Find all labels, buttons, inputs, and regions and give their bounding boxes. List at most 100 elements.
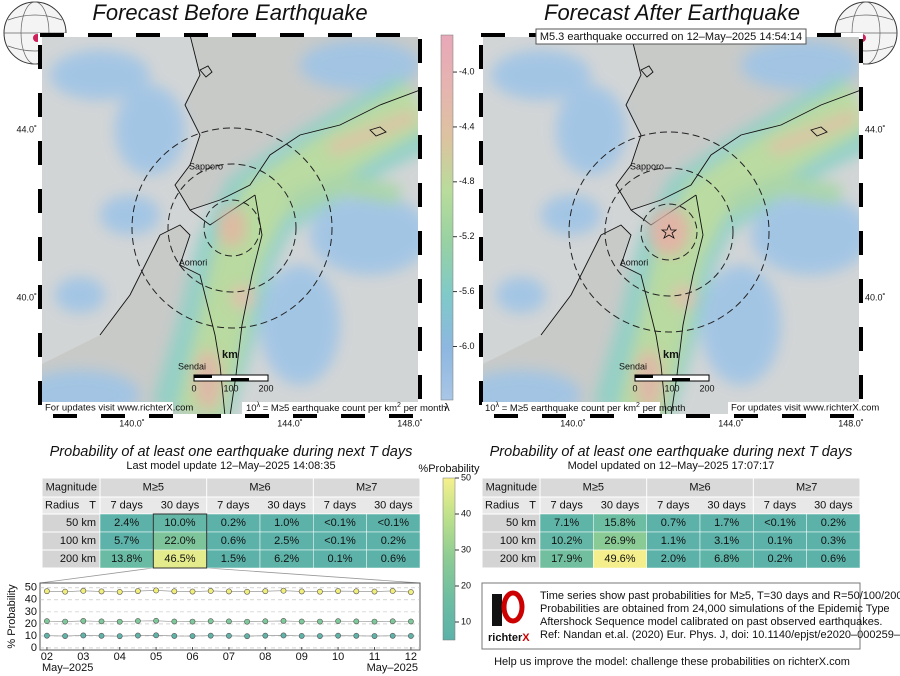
table-title: Probability of at least one earthquake d… (50, 444, 413, 460)
table-update: Model updated on 12–May–2025 17:07:17 (568, 460, 775, 472)
map-colorbar (440, 34, 454, 401)
data-point (98, 618, 105, 625)
header-cell: 7 days (550, 499, 583, 511)
data-point (335, 618, 342, 625)
data-point (353, 632, 360, 639)
footer-link: For updates visit www.richterX.com (731, 403, 879, 414)
header-cell: M≥5 (583, 481, 604, 493)
colorbar-label: 20 (461, 580, 471, 590)
header-cell: 7 days (764, 499, 797, 511)
data-point (207, 588, 214, 594)
data-point (389, 588, 396, 594)
lon-label: 148.0˚ (397, 418, 423, 428)
row-label: 50 km (66, 517, 96, 529)
colorbar-title: %Probability (418, 463, 480, 475)
data-point (280, 587, 287, 594)
scale-tick: 0 (191, 383, 196, 393)
table-cell (366, 549, 421, 569)
x-tick-label: 07 (223, 651, 235, 663)
cell-value: 5.7% (114, 535, 139, 547)
data-point (335, 632, 342, 639)
footer-link: For updates visit www.richterX.com (45, 403, 193, 414)
colorbar-label: -6.0 (459, 341, 475, 351)
data-point (317, 618, 323, 625)
city-label: Aomori (620, 257, 649, 267)
cell-value: 22.0% (164, 535, 195, 547)
data-point (135, 588, 141, 594)
scale-tick: 100 (223, 383, 238, 393)
header-cell: 7 days (110, 499, 143, 511)
colorbar-label: -4.4 (459, 121, 475, 131)
footer[interactable]: Help us improve the model: challenge the… (494, 656, 850, 668)
cell-value: 7.1% (554, 517, 579, 529)
header-cell: 30 days (374, 499, 413, 511)
cell-value: 1.5% (221, 553, 246, 565)
cell-value: 17.9% (551, 553, 582, 565)
cell-value: 10.0% (164, 517, 195, 529)
cell-value: 26.9% (604, 535, 635, 547)
header-cell: T (89, 499, 96, 511)
data-point (44, 632, 50, 639)
x-tick-label: 03 (77, 651, 89, 663)
data-point (98, 632, 105, 639)
cell-value: 2.4% (114, 517, 139, 529)
header-cell: Radius (485, 499, 520, 511)
data-point (62, 588, 69, 595)
x-tick-label: 06 (186, 651, 198, 663)
colorbar-label: -4.8 (459, 176, 475, 186)
header-cell: 30 days (601, 499, 640, 511)
scale-tick: 100 (664, 383, 679, 393)
data-point (207, 632, 214, 639)
data-point (62, 618, 69, 625)
cell-value: 46.5% (164, 553, 195, 565)
data-point (44, 618, 50, 625)
cell-value: 0.6% (821, 553, 846, 565)
cell-value: 0.6% (381, 553, 406, 565)
data-point (171, 633, 178, 639)
cell-value: 0.7% (661, 517, 686, 529)
y-tick-label: 40 (25, 594, 37, 606)
x-axis-label: May–2025 (42, 662, 93, 674)
lon-label: 148.0˚ (838, 418, 864, 428)
header-cell: M≥6 (249, 481, 270, 493)
lon-label: 144.0˚ (718, 418, 744, 428)
header-cell: 30 days (707, 499, 746, 511)
scale-unit: km (222, 349, 238, 361)
cell-value: 15.8% (604, 517, 635, 529)
x-tick-label: 09 (296, 651, 308, 663)
y-tick-label: 0 (31, 642, 37, 654)
table-cell (806, 549, 861, 569)
cell-value: 3.1% (714, 535, 739, 547)
data-point (280, 617, 287, 624)
data-point (298, 633, 305, 639)
data-point (44, 588, 50, 595)
event-banner: M5.3 earthquake occurred on 12–May–2025 … (540, 31, 802, 43)
cell-value: 6.8% (714, 553, 739, 565)
y-axis-label: % Probability (6, 584, 18, 649)
data-point (262, 588, 269, 595)
data-point (189, 588, 196, 595)
data-point (298, 618, 305, 625)
colorbar-label: -5.2 (459, 231, 475, 241)
header-cell: 30 days (267, 499, 306, 511)
x-tick-label: 10 (332, 651, 344, 663)
data-point (371, 588, 378, 595)
colorbar-label: 50 (461, 472, 471, 482)
cell-value: 0.2% (221, 517, 246, 529)
cell-value: 0.1% (767, 535, 792, 547)
data-point (298, 588, 305, 595)
data-point (189, 633, 196, 639)
lat-label: 40.0˚ (865, 292, 886, 302)
city-label: Aomori (179, 257, 208, 267)
lon-label: 140.0˚ (119, 418, 145, 428)
data-point (153, 587, 160, 594)
cell-value: 0.2% (821, 517, 846, 529)
data-point (389, 618, 396, 625)
data-point (244, 588, 251, 595)
data-point (226, 632, 232, 639)
map-before: Sapporo Aomori Sendai km 0 100 200 For u… (16, 33, 446, 428)
y-tick-label: 10 (25, 630, 37, 642)
header-cell: M≥7 (356, 481, 377, 493)
x-tick-label: 12 (405, 651, 417, 663)
